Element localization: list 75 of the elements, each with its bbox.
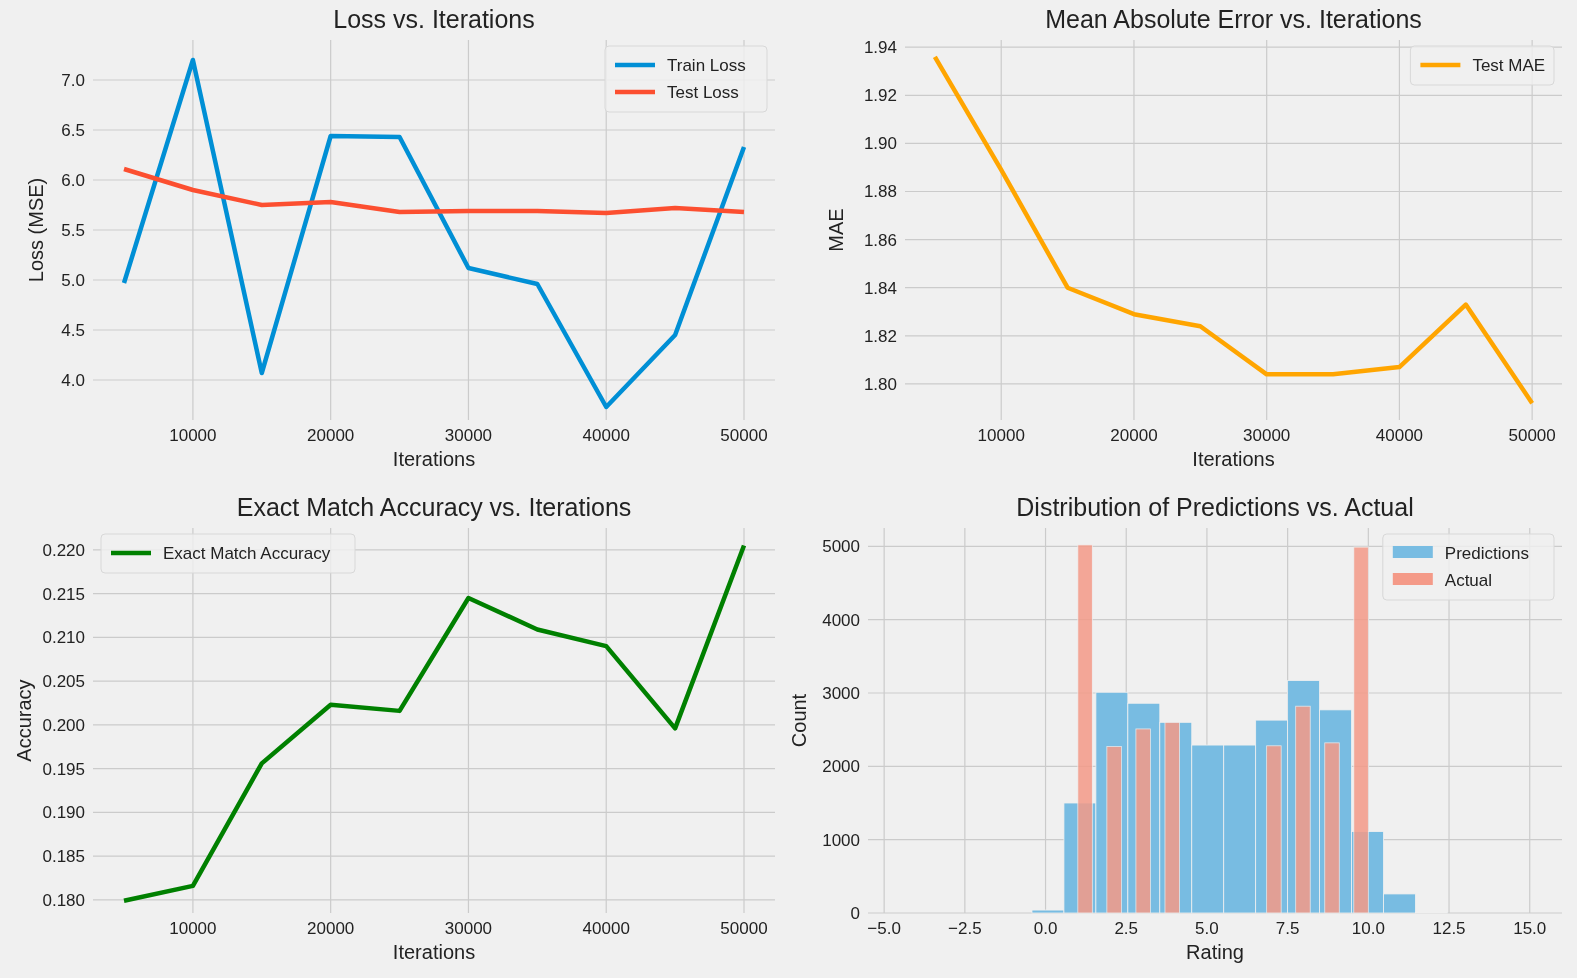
x-tick-label: 40000 (1375, 426, 1424, 445)
line-series (121, 166, 747, 216)
chart-title: Distribution of Predictions vs. Actual (1016, 493, 1414, 521)
y-tick-label: 1.82 (863, 326, 897, 346)
x-tick-label: 7.5 (1275, 919, 1300, 938)
y-tick-label: 1.88 (863, 182, 897, 202)
y-tick-label: 1.80 (863, 374, 897, 394)
y-axis-title: Count (788, 693, 810, 748)
x-tick-label: 10000 (169, 919, 217, 938)
y-tick-label: 1000 (822, 830, 860, 850)
x-tick-label: 50000 (720, 919, 768, 938)
y-tick-label: 1.90 (863, 134, 897, 154)
x-axis-title: Iterations (392, 941, 476, 963)
y-tick-label: 0.180 (42, 890, 85, 910)
y-tick-label: 0 (850, 903, 860, 923)
chart-title: Exact Match Accuracy vs. Iterations (236, 493, 632, 521)
y-tick-label: 6.5 (61, 120, 85, 140)
x-tick-label: 40000 (582, 426, 630, 445)
legend-label: Test MAE (1472, 55, 1546, 75)
y-tick-label: 0.195 (42, 759, 85, 779)
x-tick-label: 10000 (977, 426, 1025, 445)
x-tick-label: 50000 (1508, 426, 1556, 445)
x-tick-label: 12.5 (1432, 919, 1466, 938)
y-axis-title: MAE (825, 208, 847, 252)
y-tick-label: 0.220 (42, 540, 85, 560)
line-series (121, 57, 747, 410)
y-tick-label: 3000 (822, 683, 860, 703)
y-tick-label: 4.5 (61, 320, 85, 340)
chart-title: Mean Absolute Error vs. Iterations (1045, 5, 1422, 33)
y-tick-label: 1.94 (863, 38, 897, 58)
y-tick-label: 4000 (822, 610, 860, 630)
y-tick-label: 6.0 (61, 170, 85, 190)
y-tick-label: 5000 (822, 537, 860, 557)
y-tick-label: 0.190 (42, 803, 85, 823)
x-tick-label: 0.0 (1033, 919, 1058, 938)
y-tick-label: 5.0 (61, 270, 85, 290)
x-axis-title: Rating (1186, 941, 1244, 963)
y-tick-label: 0.215 (42, 584, 85, 604)
y-tick-label: 0.200 (42, 715, 85, 735)
x-tick-label: 40000 (582, 919, 630, 938)
y-tick-label: 0.205 (42, 672, 85, 692)
chart-title: Loss vs. Iterations (333, 5, 535, 33)
x-tick-label: 20000 (307, 426, 355, 445)
y-tick-label: 7.0 (61, 70, 85, 90)
y-tick-label: 1.86 (863, 230, 897, 250)
x-tick-label: 5.0 (1195, 919, 1219, 938)
y-tick-label: 1.92 (863, 86, 897, 106)
x-axis-title: Iterations (1192, 448, 1275, 470)
x-tick-label: 30000 (444, 426, 493, 445)
y-axis-title: Accuracy (13, 679, 35, 762)
x-tick-label: 20000 (1110, 426, 1158, 445)
x-tick-label: 10000 (169, 426, 217, 445)
y-tick-label: 1.84 (863, 278, 897, 298)
x-tick-label: 10.0 (1351, 919, 1385, 938)
legend-label: Predictions (1444, 543, 1529, 563)
x-tick-label: 20000 (307, 919, 355, 938)
legend-label: Train Loss (667, 55, 746, 75)
x-tick-label: 2.5 (1114, 919, 1139, 938)
x-tick-label: 15.0 (1513, 919, 1547, 938)
y-tick-label: 4.0 (61, 370, 85, 390)
legend-label: Actual (1444, 570, 1493, 590)
legend-label: Exact Match Accuracy (163, 543, 331, 563)
x-tick-label: −2.5 (948, 919, 982, 938)
x-tick-label: 50000 (720, 426, 768, 445)
x-axis-title: Iterations (392, 448, 476, 470)
y-tick-label: 5.5 (61, 220, 85, 240)
y-tick-label: 2000 (822, 757, 860, 777)
y-tick-label: 0.210 (42, 628, 85, 648)
x-tick-label: −5.0 (867, 919, 901, 938)
line-series (121, 543, 747, 903)
x-tick-label: 30000 (1243, 426, 1291, 445)
x-tick-label: 30000 (444, 919, 493, 938)
y-tick-label: 0.185 (42, 847, 85, 867)
legend-label: Test Loss (667, 82, 739, 102)
y-axis-title: Loss (MSE) (25, 177, 47, 283)
